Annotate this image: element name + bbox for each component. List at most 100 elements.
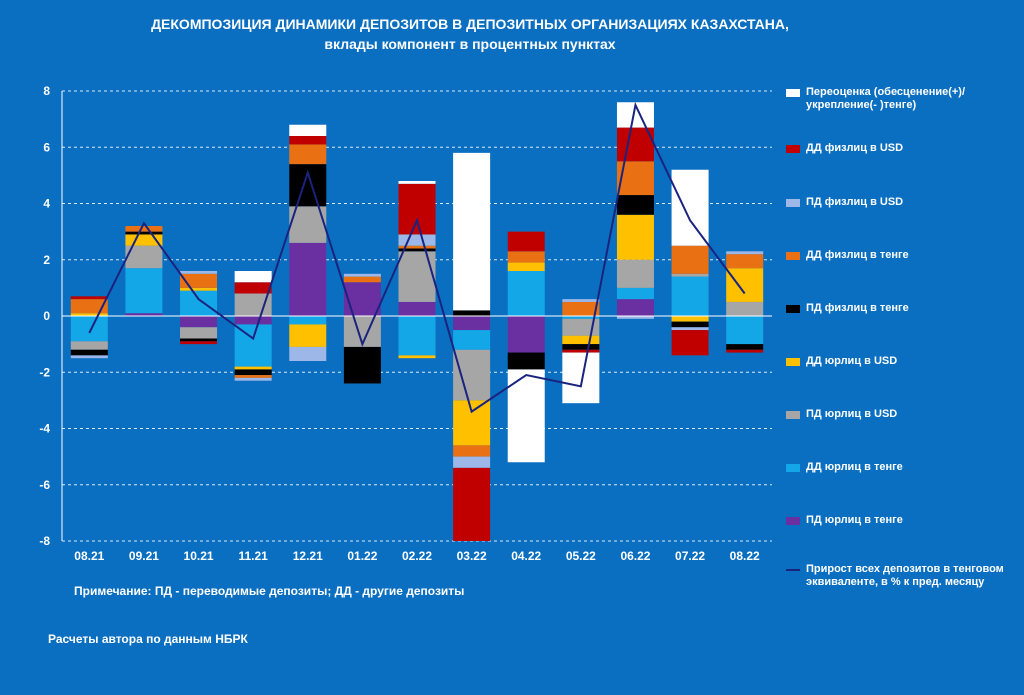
legend-swatch [786, 252, 800, 260]
bar-segment [726, 344, 764, 350]
y-tick-label: 8 [43, 84, 50, 98]
x-tick-label: 08.22 [730, 549, 760, 563]
legend-label: ДД юрлиц в тенге [806, 461, 903, 473]
bar-segment [398, 248, 436, 252]
bar-segment [125, 234, 163, 246]
bar-segment [453, 467, 491, 541]
y-tick-label: -6 [39, 478, 50, 492]
bar-segment [125, 245, 163, 269]
bar-segment [125, 231, 163, 235]
bar-segment [343, 346, 381, 384]
bar-segment [726, 251, 764, 255]
legend-label: ДД физлиц в тенге [806, 249, 909, 261]
x-tick-label: 06.22 [620, 549, 650, 563]
legend-swatch [786, 305, 800, 313]
bar-segment [289, 242, 327, 316]
bar-segment [507, 352, 545, 370]
bar-segment [289, 316, 327, 325]
x-tick-label: 04.22 [511, 549, 541, 563]
bar-segment [343, 273, 381, 277]
bar-segment [616, 259, 654, 288]
bar-segment [453, 330, 491, 350]
y-tick-label: -2 [39, 365, 50, 379]
bar-segment [616, 161, 654, 196]
bar-segment [507, 316, 545, 353]
bar-segment [234, 316, 272, 325]
bar-segment [671, 276, 709, 316]
chart-title-line1: ДЕКОМПОЗИЦИЯ ДИНАМИКИ ДЕПОЗИТОВ В ДЕПОЗИ… [151, 16, 789, 32]
bar-segment [671, 245, 709, 274]
bar-segment [234, 271, 272, 283]
legend-label: ДД юрлиц в USD [806, 355, 898, 367]
bar-segment [616, 195, 654, 215]
y-tick-label: -4 [39, 422, 50, 436]
x-tick-label: 03.22 [457, 549, 487, 563]
bar-segment [671, 316, 709, 322]
bar-segment [70, 313, 108, 316]
x-tick-label: 01.22 [347, 549, 377, 563]
legend-label: Переоценка (обесценение(+)/укрепление(- … [806, 86, 966, 111]
bar-segment [726, 268, 764, 302]
legend-swatch [786, 358, 800, 366]
bar-segment [234, 282, 272, 294]
bar-segment [507, 271, 545, 316]
bar-segment [289, 124, 327, 136]
bar-segment [453, 400, 491, 446]
bar-segment [234, 377, 272, 381]
bar-segment [453, 445, 491, 457]
chart-subtitle: вклады компонент в процентных пунктах [324, 36, 616, 52]
bar-segment [70, 316, 108, 342]
bar-segment [289, 324, 327, 347]
bar-segment [507, 262, 545, 271]
y-tick-label: 0 [43, 309, 50, 323]
bar-segment [398, 355, 436, 359]
x-tick-label: 05.22 [566, 549, 596, 563]
bar-segment [70, 355, 108, 359]
bar-segment [180, 290, 218, 316]
y-tick-label: 6 [43, 140, 50, 154]
x-tick-label: 09.21 [129, 549, 159, 563]
bar-segment [562, 335, 600, 345]
bar-segment [70, 299, 108, 314]
legend-label: ДД физлиц в USD [806, 142, 904, 154]
bar-segment [671, 321, 709, 328]
bar-segment [453, 310, 491, 316]
x-tick-label: 10.21 [184, 549, 214, 563]
legend-swatch [786, 145, 800, 153]
bar-segment [453, 152, 491, 311]
legend-swatch [786, 517, 800, 525]
bar-segment [562, 352, 600, 404]
y-tick-label: -8 [39, 534, 50, 548]
bar-segment [180, 287, 218, 291]
bar-segment [180, 338, 218, 342]
bar-segment [125, 268, 163, 314]
bar-segment [125, 226, 163, 232]
bar-segment [671, 327, 709, 331]
legend-label: ПД физлиц в USD [806, 196, 904, 208]
bar-segment [180, 316, 218, 328]
bar-segment [726, 254, 764, 269]
bar-segment [289, 144, 327, 165]
x-tick-label: 11.21 [238, 549, 268, 563]
x-tick-label: 07.22 [675, 549, 705, 563]
bar-segment [507, 231, 545, 252]
x-tick-label: 12.21 [293, 549, 323, 563]
bar-segment [726, 316, 764, 345]
bar-segment [234, 375, 272, 378]
bar-segment [125, 313, 163, 316]
bar-segment [562, 344, 600, 350]
bar-segment [289, 346, 327, 361]
bar-segment [180, 341, 218, 345]
bar-segment [398, 183, 436, 235]
bar-segment [398, 301, 436, 316]
y-tick-label: 4 [43, 197, 50, 211]
bar-segment [289, 136, 327, 145]
bar-segment [398, 234, 436, 246]
bar-segment [507, 369, 545, 463]
bar-segment [70, 296, 108, 300]
legend-swatch [786, 464, 800, 472]
bar-segment [562, 316, 600, 319]
bar-segment [726, 349, 764, 353]
